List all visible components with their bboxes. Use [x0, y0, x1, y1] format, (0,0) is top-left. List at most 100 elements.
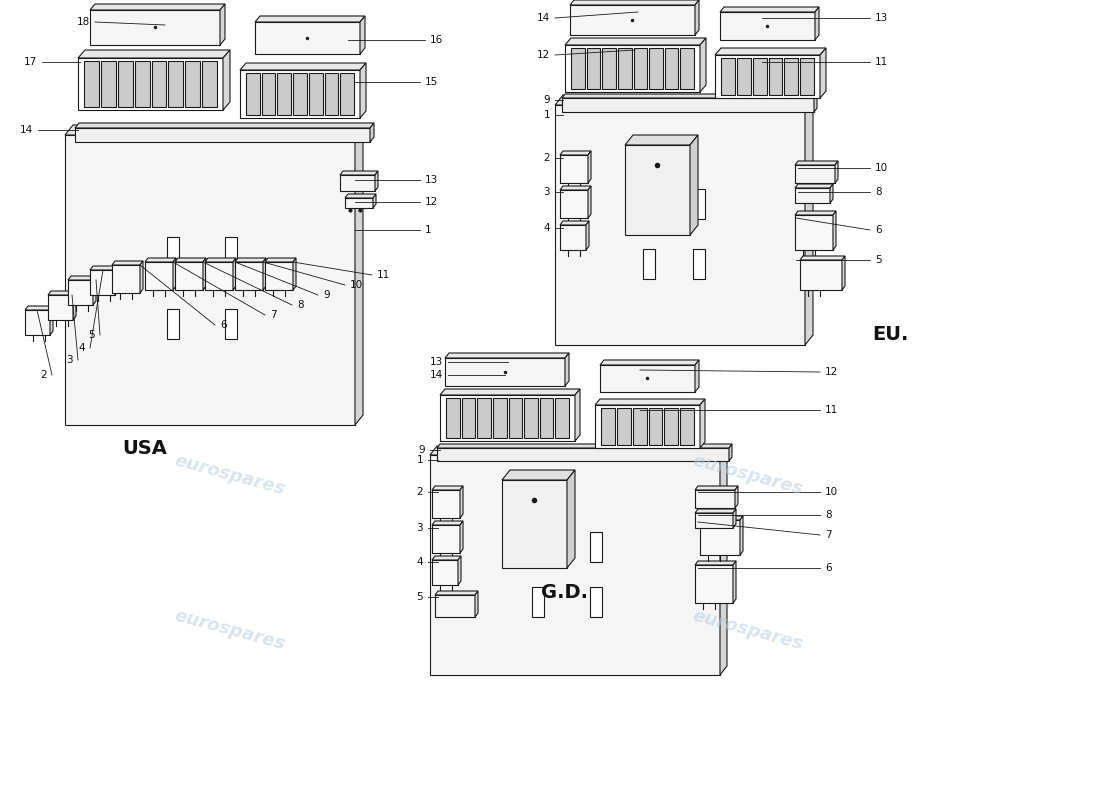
Bar	[205, 262, 233, 290]
Bar	[134, 61, 150, 107]
Polygon shape	[360, 16, 365, 54]
Bar	[649, 48, 662, 89]
Polygon shape	[255, 16, 365, 22]
Polygon shape	[90, 266, 118, 270]
Bar	[795, 165, 835, 183]
Bar	[48, 295, 73, 320]
Bar	[345, 198, 373, 208]
Polygon shape	[735, 486, 738, 508]
Polygon shape	[48, 291, 76, 295]
Polygon shape	[700, 399, 705, 448]
Text: 8: 8	[874, 187, 881, 197]
Polygon shape	[475, 591, 478, 617]
Polygon shape	[733, 509, 736, 528]
Polygon shape	[729, 444, 732, 461]
Bar	[556, 398, 569, 438]
Bar	[168, 61, 184, 107]
Bar	[601, 408, 615, 445]
Bar	[112, 265, 140, 293]
Bar	[477, 398, 491, 438]
Polygon shape	[695, 486, 738, 490]
Polygon shape	[446, 353, 569, 358]
Polygon shape	[68, 276, 96, 280]
Bar	[531, 587, 543, 617]
Polygon shape	[73, 291, 76, 320]
Polygon shape	[556, 95, 813, 105]
Polygon shape	[733, 561, 736, 603]
Bar	[152, 61, 166, 107]
Polygon shape	[720, 7, 820, 12]
Bar	[642, 249, 654, 279]
Polygon shape	[460, 521, 463, 553]
Bar	[693, 189, 704, 219]
Text: 17: 17	[24, 57, 37, 67]
Polygon shape	[690, 135, 698, 235]
Bar	[715, 55, 820, 98]
Text: eurospares: eurospares	[691, 451, 805, 498]
Text: 5: 5	[874, 255, 881, 265]
Text: 14: 14	[537, 13, 550, 23]
Text: eurospares: eurospares	[691, 606, 805, 654]
Bar	[432, 560, 458, 585]
Bar	[531, 532, 543, 562]
Bar	[185, 61, 200, 107]
Bar	[618, 48, 631, 89]
Polygon shape	[432, 521, 463, 525]
Text: 16: 16	[430, 35, 443, 45]
Polygon shape	[78, 50, 230, 58]
Polygon shape	[220, 4, 225, 45]
Bar	[25, 310, 50, 335]
Polygon shape	[600, 360, 698, 365]
Bar	[560, 225, 586, 250]
Polygon shape	[566, 470, 575, 568]
Polygon shape	[575, 389, 580, 441]
Bar	[556, 105, 805, 345]
Polygon shape	[695, 360, 698, 392]
Polygon shape	[240, 63, 366, 70]
Polygon shape	[586, 221, 589, 250]
Bar	[166, 309, 178, 339]
Bar	[462, 398, 475, 438]
Polygon shape	[440, 389, 580, 395]
Polygon shape	[65, 125, 363, 135]
Text: 11: 11	[874, 57, 889, 67]
Text: 9: 9	[323, 290, 330, 300]
Bar	[90, 10, 220, 45]
Polygon shape	[795, 184, 833, 188]
Polygon shape	[720, 446, 727, 675]
Polygon shape	[835, 161, 838, 183]
Polygon shape	[795, 161, 838, 165]
Polygon shape	[432, 486, 463, 490]
Polygon shape	[560, 186, 591, 190]
Bar	[695, 490, 735, 508]
Polygon shape	[145, 258, 176, 262]
Bar	[240, 70, 360, 118]
Bar	[493, 398, 506, 438]
Bar	[680, 408, 694, 445]
Bar	[202, 61, 217, 107]
Bar	[570, 5, 695, 35]
Polygon shape	[814, 94, 817, 112]
Bar	[565, 45, 700, 92]
Bar	[502, 480, 566, 568]
Text: 7: 7	[270, 310, 276, 320]
Polygon shape	[625, 135, 698, 145]
Polygon shape	[370, 123, 374, 142]
Bar	[84, 61, 99, 107]
Text: 6: 6	[825, 563, 832, 573]
Bar	[590, 587, 602, 617]
Bar	[224, 237, 236, 266]
Bar	[695, 513, 733, 528]
Bar	[795, 188, 830, 203]
Bar	[560, 190, 588, 218]
Bar	[118, 61, 133, 107]
Bar	[617, 408, 630, 445]
Polygon shape	[830, 184, 833, 203]
Text: 5: 5	[88, 330, 95, 340]
Bar	[720, 12, 815, 40]
Polygon shape	[233, 258, 236, 290]
Text: USA: USA	[122, 438, 167, 458]
Text: 8: 8	[297, 300, 304, 310]
Polygon shape	[205, 258, 236, 262]
Text: 3: 3	[543, 187, 550, 197]
